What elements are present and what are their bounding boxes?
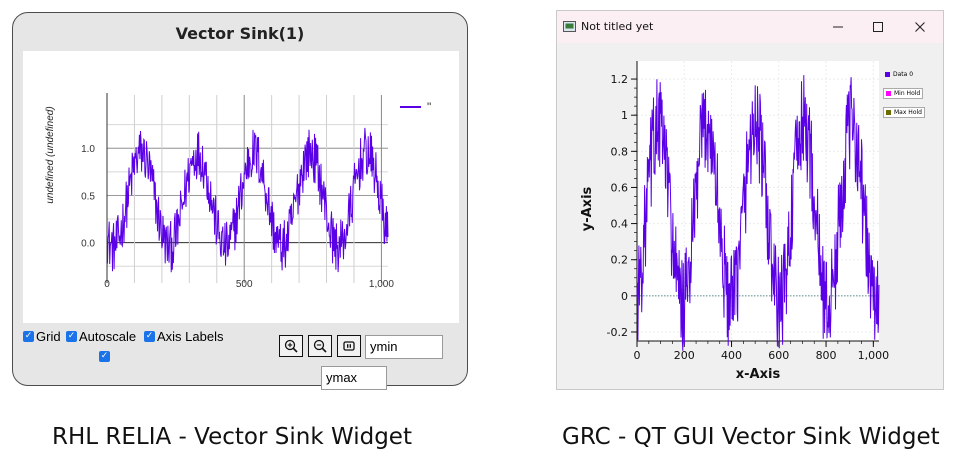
- y-tick-label: 0: [621, 290, 628, 303]
- series-line: [636, 75, 880, 351]
- pause-icon: [343, 341, 355, 351]
- close-button[interactable]: [901, 15, 939, 39]
- ymin-input[interactable]: ymin: [365, 335, 443, 359]
- grc-plot-area: -0.2 0 0.2 0.4 0.6 0.8 1 1.2 0 200 400 600 800 1,000…: [557, 43, 943, 389]
- widget-title: Vector Sink(1): [175, 24, 305, 43]
- grc-chart: -0.2 0 0.2 0.4 0.6 0.8 1 1.2 0 200 400 600 800 1,000…: [580, 61, 890, 382]
- legend-swatch: [886, 110, 891, 115]
- y-tick-label: 1.2: [611, 73, 629, 86]
- legend-label: Data 0: [893, 71, 914, 78]
- check-icon: ✓: [66, 331, 77, 342]
- x-axis-label: x-Axis: [736, 367, 781, 382]
- window-titlebar: Not titled yet: [557, 11, 943, 43]
- legend-swatch: [886, 91, 891, 96]
- x-tick-label: 1,000: [369, 279, 394, 290]
- legend-item-max-hold[interactable]: Max Hold: [883, 107, 925, 118]
- relia-vector-sink-widget: Vector Sink(1) 0.0 0.5 1.0 0 500 1,000 undef…: [12, 12, 468, 390]
- y-axis-label: y-Axis: [580, 186, 595, 231]
- x-tick-label: 0: [104, 279, 110, 290]
- y-tick-label: 0.8: [611, 145, 629, 158]
- check-icon: ✓: [99, 351, 110, 362]
- x-tick-label: 0: [634, 349, 641, 362]
- pause-button[interactable]: [337, 335, 361, 357]
- x-tick-label: 400: [721, 349, 742, 362]
- y-tick-labels: -0.2 0 0.2 0.4 0.6 0.8 1 1.2: [607, 73, 637, 339]
- y-tick-label: 0.0: [81, 239, 95, 250]
- legend-label: Max Hold: [894, 109, 922, 116]
- x-tick-label: 500: [236, 279, 253, 290]
- zoom-in-icon: [284, 339, 298, 353]
- relia-caption: RHL RELIA - Vector Sink Widget: [52, 424, 412, 450]
- x-tick-label: 200: [674, 349, 695, 362]
- x-tick-label: 1,000: [858, 349, 890, 362]
- maximize-button[interactable]: [859, 15, 897, 39]
- autoscale-checkbox[interactable]: ✓ Autoscale: [66, 329, 136, 344]
- zoom-out-button[interactable]: [308, 335, 332, 357]
- check-icon: ✓: [144, 331, 155, 342]
- x-tick-label: 800: [816, 349, 837, 362]
- x-tick-label: 600: [768, 349, 789, 362]
- window-title: Not titled yet: [581, 20, 654, 33]
- relia-chart: 0.0 0.5 1.0 0 500 1,000 undefined (undefined…: [45, 93, 431, 290]
- y-tick-label: 1: [621, 109, 628, 122]
- app-icon: [563, 21, 576, 32]
- check-icon: ✓: [23, 331, 34, 342]
- autoscale-label: Autoscale: [79, 329, 137, 344]
- y-tick-label: 0.4: [611, 218, 629, 231]
- relia-plot-area: 0.0 0.5 1.0 0 500 1,000 undefined (undefined…: [23, 51, 459, 323]
- legend-label: Min Hold: [894, 90, 921, 97]
- extra-checkbox[interactable]: ✓: [99, 351, 112, 362]
- axis-labels-checkbox[interactable]: ✓ Axis Labels: [144, 329, 223, 344]
- zoom-out-icon: [313, 339, 327, 353]
- y-axis-label: undefined (undefined): [45, 106, 56, 203]
- y-tick-labels: 0.0 0.5 1.0: [81, 144, 95, 249]
- series-line: [106, 127, 389, 273]
- grid-checkbox[interactable]: ✓ Grid: [23, 329, 61, 344]
- minimize-button[interactable]: [819, 15, 857, 39]
- relia-controls: ✓ Grid ✓ Autoscale ✓ Axis Labels ✓: [23, 325, 463, 390]
- close-icon: [915, 22, 925, 32]
- grid-label: Grid: [36, 329, 61, 344]
- legend-item-min-hold[interactable]: Min Hold: [883, 88, 924, 99]
- y-tick-label: 0.6: [611, 181, 629, 194]
- y-tick-label: 0.5: [81, 191, 95, 202]
- minimize-icon: [833, 26, 843, 28]
- legend-swatch: [885, 72, 890, 77]
- grc-window: Not titled yet -0.2 0 0.2 0.4 0.6 0.8 1 1.2 0 20…: [556, 10, 944, 390]
- maximize-icon: [873, 22, 883, 32]
- zoom-in-button[interactable]: [279, 335, 303, 357]
- y-tick-label: 0.2: [611, 254, 629, 267]
- y-tick-label: -0.2: [607, 326, 628, 339]
- x-tick-labels: 0 200 400 600 800 1,000: [634, 341, 890, 362]
- axis-labels-label: Axis Labels: [157, 329, 224, 344]
- grc-caption: GRC - QT GUI Vector Sink Widget: [562, 424, 940, 450]
- chart-grid: [106, 93, 388, 283]
- ymax-input[interactable]: ymax: [321, 366, 387, 390]
- legend-label: ": [427, 100, 431, 114]
- x-tick-labels: 0 500 1,000: [104, 279, 394, 290]
- legend-item-data0[interactable]: Data 0: [885, 71, 913, 78]
- y-tick-label: 1.0: [81, 144, 95, 155]
